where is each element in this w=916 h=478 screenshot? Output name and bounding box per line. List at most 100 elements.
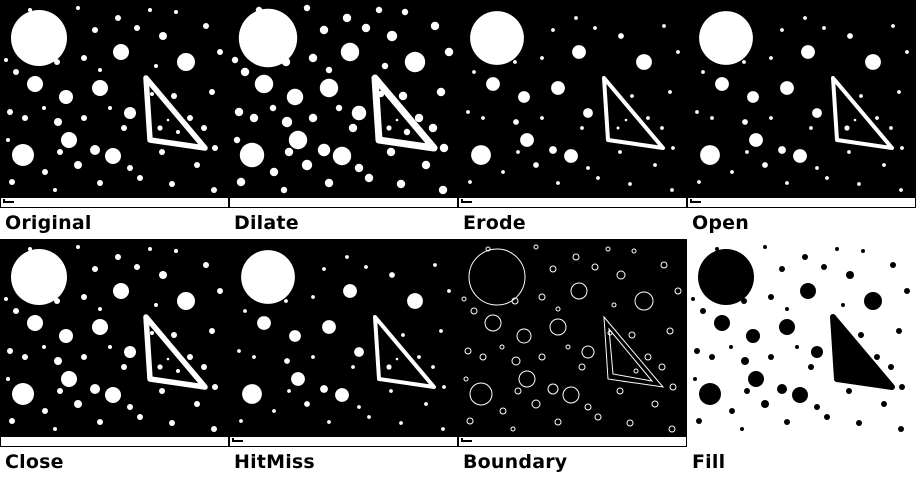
blob-shape <box>254 74 274 94</box>
blob-shape <box>217 288 223 294</box>
blob-shape <box>466 110 470 114</box>
blob-shape <box>233 136 241 144</box>
blob-shape <box>154 303 158 307</box>
blob-shape <box>889 126 893 130</box>
blob-shape <box>824 414 830 420</box>
blob-shape <box>272 409 276 413</box>
panel-label-erode: Erode <box>463 212 526 234</box>
blob-outline <box>518 370 536 388</box>
blob-shape <box>42 345 46 349</box>
blob-shape <box>472 70 476 74</box>
blob-shape <box>874 354 880 360</box>
triangle-outline <box>603 315 665 388</box>
image-strip <box>229 198 458 208</box>
blob-shape <box>13 308 19 314</box>
blob-shape <box>896 328 902 334</box>
blob-shape <box>308 53 318 63</box>
blob-shape <box>124 346 136 358</box>
blob-shape <box>746 329 760 343</box>
blob-shape <box>176 130 180 134</box>
blob-shape <box>113 44 129 60</box>
blob-shape <box>814 404 820 410</box>
blob-shape <box>166 357 170 361</box>
blob-outline <box>674 287 682 295</box>
image-boundary <box>458 239 687 438</box>
blob-shape <box>700 308 706 314</box>
blob-shape <box>439 329 443 333</box>
blob-shape <box>486 77 500 91</box>
blob-shape <box>148 8 152 12</box>
blob-shape <box>785 181 789 185</box>
blob-shape <box>57 149 63 155</box>
blob-shape <box>386 30 398 42</box>
triangle-shape <box>143 314 208 390</box>
blob-shape <box>81 115 87 121</box>
blob-shape <box>113 283 129 299</box>
blob-shape <box>875 116 879 120</box>
blob-shape <box>714 315 730 331</box>
blob-shape <box>115 254 121 260</box>
blob-outline <box>485 246 491 252</box>
blob-shape <box>105 387 121 403</box>
blob-shape <box>169 181 175 187</box>
blob-shape <box>905 50 909 54</box>
blob-shape <box>28 247 32 251</box>
blob-shape <box>311 295 315 299</box>
blob-shape <box>177 53 195 71</box>
blob-shape <box>389 389 393 393</box>
blob-shape <box>438 185 448 195</box>
blob-shape <box>209 328 215 334</box>
blob-outline <box>572 253 580 261</box>
blob-shape <box>150 331 154 335</box>
blob-shape <box>768 294 774 300</box>
blob-shape <box>888 364 894 370</box>
panel-label-dilate: Dilate <box>234 212 299 234</box>
blob-shape <box>54 298 60 304</box>
blob-shape <box>395 118 399 122</box>
blob-shape <box>53 188 57 192</box>
blob-shape <box>22 115 28 121</box>
triangle-shape <box>371 74 438 152</box>
blob-shape <box>401 8 409 16</box>
blob-shape <box>4 297 8 301</box>
blob-shape <box>540 116 544 120</box>
blob-shape <box>6 377 10 381</box>
blob-shape <box>81 294 87 300</box>
blob-shape <box>808 364 814 370</box>
blob-shape <box>343 284 357 298</box>
blob-shape <box>899 188 903 192</box>
blob-shape <box>701 70 705 74</box>
blob-shape <box>395 357 399 361</box>
blob-shape <box>857 182 861 186</box>
blob-shape <box>417 355 421 359</box>
blob-shape <box>556 181 560 185</box>
blob-shape <box>715 247 719 251</box>
blob-shape <box>386 364 392 370</box>
blob-shape <box>809 126 813 130</box>
blob-shape <box>444 47 454 57</box>
blob-shape <box>174 10 178 14</box>
blob-shape <box>784 419 790 425</box>
blob-shape <box>134 25 140 31</box>
blob-outline <box>611 302 617 308</box>
blob-shape <box>729 345 733 349</box>
blob-outline <box>554 418 562 426</box>
blob-shape <box>698 249 754 305</box>
blob-shape <box>203 262 209 268</box>
blob-outline <box>514 387 522 395</box>
blob-shape <box>241 250 295 304</box>
blob-shape <box>317 143 331 157</box>
blob-shape <box>150 92 154 96</box>
blob-shape <box>238 8 298 68</box>
blob-shape <box>367 415 371 419</box>
image-background <box>458 239 687 438</box>
panel-erode: Erode <box>458 0 687 239</box>
blob-shape <box>583 108 593 118</box>
blob-shape <box>340 42 360 62</box>
blob-shape <box>92 80 108 96</box>
strip-marker-icon <box>461 199 472 203</box>
blob-shape <box>742 119 748 125</box>
blob-shape <box>596 176 600 180</box>
blob-shape <box>286 88 304 106</box>
blob-shape <box>861 249 865 253</box>
